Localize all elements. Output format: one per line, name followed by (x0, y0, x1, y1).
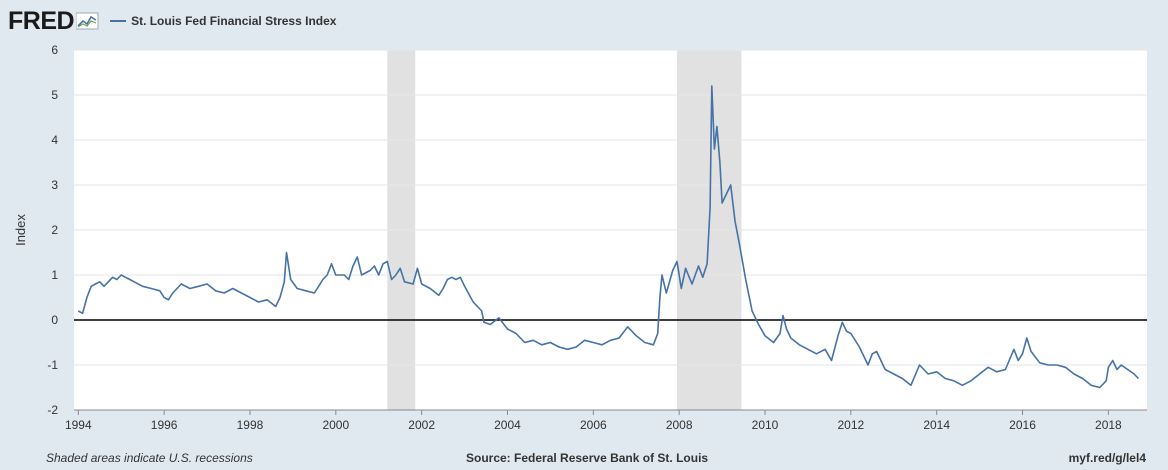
y-tick-label: 5 (51, 88, 58, 102)
x-tick-label: 2002 (408, 418, 435, 432)
y-tick-label: 4 (51, 133, 58, 147)
fred-logo-graph-icon (76, 12, 99, 30)
recession-note: Shaded areas indicate U.S. recessions (46, 451, 253, 465)
y-tick-label: -1 (47, 358, 58, 372)
x-tick-label: 2006 (580, 418, 607, 432)
x-tick-label: 1994 (65, 418, 92, 432)
x-tick-label: 2000 (322, 418, 349, 432)
series-line-stress-index[interactable] (77, 85, 1139, 389)
legend-line-swatch (110, 20, 127, 22)
source-note: Source: Federal Reserve Bank of St. Loui… (466, 451, 709, 465)
x-tick-label: 2016 (1009, 418, 1036, 432)
short-link[interactable]: myf.red/g/lel4 (1068, 451, 1146, 465)
fred-logo-text: FRED (8, 6, 75, 35)
y-axis-label: Index (13, 214, 28, 246)
x-tick-label: 2008 (666, 418, 693, 432)
y-tick-label: 0 (51, 313, 58, 327)
x-tick-label: 2014 (923, 418, 950, 432)
y-tick-label: -2 (47, 403, 58, 417)
y-tick-label: 1 (51, 268, 58, 282)
chart-legend[interactable]: St. Louis Fed Financial Stress Index (110, 14, 336, 28)
fred-logo[interactable]: FRED (8, 6, 100, 35)
x-tick-label: 2012 (838, 418, 865, 432)
x-tick-label: 2010 (752, 418, 779, 432)
y-tick-label: 3 (51, 178, 58, 192)
x-tick-label: 2004 (494, 418, 521, 432)
x-axis-ticks: 1994 1996 1998 2000 2002 2004 2006 2008 2010 2012… (65, 409, 1147, 432)
gridlines-group (74, 49, 1147, 411)
y-tick-label: 6 (51, 43, 58, 57)
legend-series-label: St. Louis Fed Financial Stress Index (131, 14, 337, 28)
y-axis-ticks: -2 -1 0 1 2 3 4 5 6 (47, 43, 58, 417)
x-tick-label: 1996 (151, 418, 178, 432)
y-tick-label: 2 (51, 223, 58, 237)
x-tick-label: 2018 (1095, 418, 1122, 432)
x-tick-label: 1998 (237, 418, 264, 432)
chart-header: FRED St. Louis Fed Financial Stress Inde… (8, 6, 336, 36)
